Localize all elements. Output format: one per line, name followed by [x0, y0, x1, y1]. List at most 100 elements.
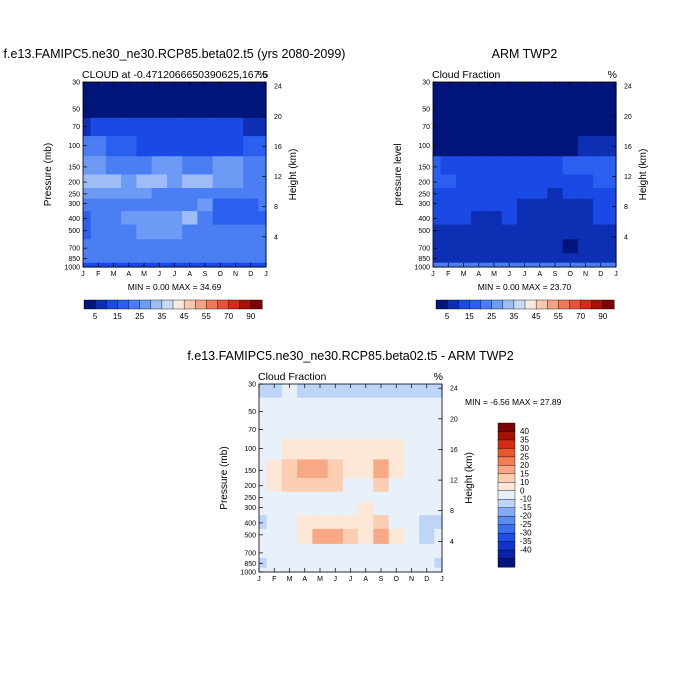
field-cell — [562, 156, 579, 176]
y2-tick-label: 8 — [450, 508, 454, 515]
field-cell — [197, 156, 214, 176]
field-cell — [136, 253, 153, 264]
field-cell — [266, 491, 283, 504]
colorbar-label: 25 — [520, 452, 529, 461]
field-cell — [197, 224, 214, 240]
field-cell — [419, 438, 435, 461]
field-cell — [258, 117, 267, 137]
field-cell — [532, 136, 548, 157]
field-cell — [327, 397, 344, 421]
colorbar-swatch — [602, 299, 615, 310]
field-cell — [388, 558, 405, 569]
colorbar-swatch — [535, 299, 548, 310]
x-tick-label: J — [158, 271, 162, 278]
y2-tick-label: 16 — [624, 144, 632, 151]
field-cell — [227, 253, 244, 264]
field-cell — [182, 174, 198, 189]
field-cell — [105, 82, 122, 97]
y-tick-label: 400 — [244, 520, 256, 527]
field-cell — [243, 211, 259, 226]
x-tick-label: M — [491, 271, 497, 278]
field-cell — [434, 459, 443, 479]
field-cell — [297, 491, 313, 504]
field-cell — [243, 95, 259, 119]
colorbar-swatch — [547, 299, 559, 310]
y-tick-label: 700 — [244, 550, 256, 557]
field-cell — [403, 491, 420, 504]
field-cell — [342, 491, 359, 504]
field-cell — [327, 459, 344, 479]
chart-panel-2: J F M A M J J A S O N D J 30 50 70 100 150 200 250 300 400 500… — [393, 47, 649, 321]
colorbar-swatch — [139, 299, 152, 310]
field-cell — [258, 174, 267, 189]
field-cell — [166, 253, 183, 264]
y2-tick-label: 12 — [274, 174, 282, 181]
field-cell — [486, 95, 503, 119]
field-cell — [419, 384, 435, 399]
field-cell — [312, 384, 329, 399]
field-cell — [562, 82, 579, 97]
field-cell — [562, 253, 579, 264]
field-cell — [281, 502, 298, 516]
field-cell — [342, 478, 359, 493]
y-tick-label: 300 — [68, 201, 80, 208]
field-cell — [516, 174, 533, 189]
field-cell — [419, 420, 435, 440]
field-cell — [312, 502, 329, 516]
field-cell — [440, 253, 457, 264]
x-tick-label: M — [111, 271, 117, 278]
field-cell — [197, 239, 214, 254]
field-cell — [388, 420, 405, 440]
field-cell — [577, 224, 594, 240]
field-cell — [136, 239, 153, 254]
field-cell — [562, 117, 579, 137]
field-cell — [577, 198, 594, 212]
field-cell — [486, 174, 503, 189]
field-cell — [197, 187, 214, 200]
y-tick-label: 1000 — [64, 265, 80, 272]
field-cell — [243, 117, 259, 137]
field-cell — [197, 211, 214, 226]
field-cell — [182, 156, 198, 176]
field-cell — [227, 211, 244, 226]
field-cell — [403, 502, 420, 516]
x-tick-label: D — [248, 271, 253, 278]
min-max-stats: MIN = 0.00 MAX = 34.69 — [128, 282, 222, 292]
y-tick-label: 200 — [418, 180, 430, 187]
field-cell — [547, 187, 564, 200]
field-cell — [266, 478, 283, 493]
field-cell — [358, 478, 374, 493]
field-cell — [433, 239, 442, 254]
field-cell — [259, 515, 268, 530]
field-cell — [486, 82, 503, 97]
field-cell — [90, 136, 107, 157]
field-cell — [577, 174, 594, 189]
field-cell — [297, 438, 313, 461]
field-cell — [312, 420, 329, 440]
field-cell — [608, 253, 617, 264]
y2-tick-label: 16 — [450, 447, 458, 454]
colorbar-swatch — [524, 299, 537, 310]
colorbar-swatch — [183, 299, 196, 310]
colorbar-swatch — [497, 490, 516, 500]
field-cell — [258, 156, 267, 176]
x-tick-label: F — [272, 576, 276, 583]
field-cell — [121, 136, 137, 157]
chart-panel-3: J F M A M J J A S O N D J305070100150200250300400500… — [187, 349, 561, 583]
field-cell — [455, 156, 472, 176]
field-cell — [358, 420, 374, 440]
field-cell — [182, 211, 198, 226]
colorbar-swatch — [435, 299, 448, 310]
field-cell — [471, 117, 487, 137]
colorbar-swatch — [497, 524, 516, 534]
field-cell — [403, 558, 420, 569]
y-tick-label: 70 — [72, 124, 80, 131]
y-tick-label: 250 — [418, 191, 430, 198]
field-cell — [197, 117, 214, 137]
field-cell — [388, 502, 405, 516]
field-cell — [608, 82, 617, 97]
field-cell — [455, 239, 472, 254]
colorbar-swatch — [580, 299, 593, 310]
x-tick-label: A — [537, 271, 542, 278]
